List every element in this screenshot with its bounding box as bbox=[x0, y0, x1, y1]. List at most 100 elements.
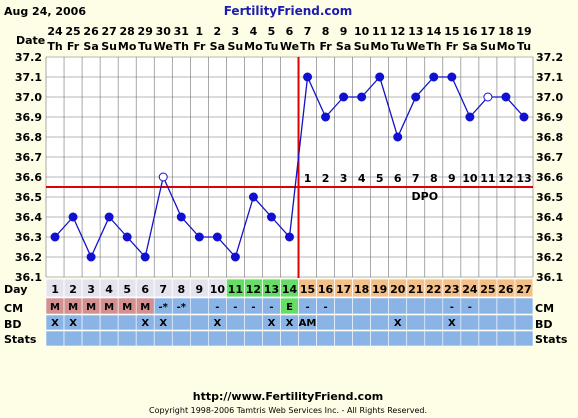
cycle-day-label: 17 bbox=[336, 283, 351, 296]
bd-cell bbox=[226, 314, 245, 331]
y-tick-label-left: 37.2 bbox=[15, 51, 42, 64]
bd-cell bbox=[81, 314, 101, 331]
cm-mark: - bbox=[450, 302, 454, 313]
stats-cell bbox=[352, 330, 371, 347]
weekday-label: We bbox=[154, 40, 173, 53]
temperature-point bbox=[104, 212, 114, 222]
bd-mark: X bbox=[286, 318, 294, 329]
weekday-label: Mo bbox=[497, 40, 516, 53]
weekday-label: We bbox=[280, 40, 299, 53]
bd-mark: X bbox=[394, 318, 402, 329]
cm-cell bbox=[406, 297, 426, 315]
bd-mark: X bbox=[141, 318, 149, 329]
cm-mark: M bbox=[140, 302, 150, 313]
weekday-label: Th bbox=[426, 40, 441, 53]
cycle-day-label: 12 bbox=[246, 283, 261, 296]
bd-cell bbox=[171, 314, 191, 331]
stats-cell bbox=[117, 330, 137, 347]
temperature-point bbox=[339, 92, 349, 102]
date-label: 31 bbox=[174, 25, 189, 38]
y-tick-label-left: 36.6 bbox=[15, 171, 42, 184]
date-label: 27 bbox=[101, 25, 116, 38]
stats-cell bbox=[406, 330, 426, 347]
y-tick-label-right: 37.2 bbox=[536, 51, 563, 64]
date-label: 4 bbox=[250, 25, 258, 38]
cycle-day-label: 24 bbox=[462, 283, 478, 296]
date-label: 19 bbox=[516, 25, 531, 38]
temperature-point bbox=[519, 112, 529, 122]
bd-mark: AM bbox=[299, 318, 317, 329]
plot-area: 36.1 36.1 36.2 36.2 36.3 36.3 36.4 36.4 36.5 36.5… bbox=[15, 25, 563, 347]
date-label: 7 bbox=[304, 25, 312, 38]
bd-row-label: BD bbox=[4, 318, 22, 331]
bd-cell bbox=[316, 314, 335, 331]
date-label: 17 bbox=[480, 25, 495, 38]
dpo-label: 1 bbox=[304, 172, 312, 185]
weekday-label: Su bbox=[354, 40, 370, 53]
stats-cell bbox=[208, 330, 227, 347]
cycle-day-label: 2 bbox=[69, 283, 77, 296]
cycle-day-label: 22 bbox=[426, 283, 441, 296]
y-tick-label-right: 36.8 bbox=[536, 131, 563, 144]
cm-mark: - bbox=[251, 302, 255, 313]
stats-cell bbox=[63, 330, 83, 347]
stats-cell bbox=[262, 330, 281, 347]
stats-cell bbox=[189, 330, 209, 347]
temperature-point bbox=[230, 252, 240, 262]
stats-cell bbox=[460, 330, 480, 347]
cycle-day-label: 15 bbox=[300, 283, 315, 296]
temperature-point bbox=[501, 92, 511, 102]
dpo-label: 13 bbox=[516, 172, 531, 185]
cycle-day-label: 10 bbox=[210, 283, 226, 296]
date-label: 10 bbox=[354, 25, 370, 38]
cycle-day-label: 23 bbox=[444, 283, 459, 296]
stats-cell bbox=[135, 330, 155, 347]
stats-row-label: Stats bbox=[4, 333, 37, 346]
bd-cell bbox=[478, 314, 498, 331]
date-label: 15 bbox=[444, 25, 459, 38]
cm-cell bbox=[388, 297, 408, 315]
date-label: 2 bbox=[214, 25, 222, 38]
stats-cell bbox=[298, 330, 317, 347]
y-tick-label-left: 36.9 bbox=[15, 111, 42, 124]
bd-cell bbox=[406, 314, 426, 331]
stats-cell bbox=[514, 330, 534, 347]
y-tick-label-left: 37.1 bbox=[15, 71, 42, 84]
temperature-point bbox=[303, 72, 313, 82]
cycle-day-label: 27 bbox=[516, 283, 531, 296]
date-label: 18 bbox=[498, 25, 513, 38]
temperature-point bbox=[194, 232, 204, 242]
date-label: 1 bbox=[195, 25, 203, 38]
chart-date: Aug 24, 2006 bbox=[4, 5, 86, 18]
stats-cell bbox=[244, 330, 263, 347]
cm-mark: - bbox=[215, 302, 219, 313]
footer-url[interactable]: http://www.FertilityFriend.com bbox=[193, 390, 383, 403]
date-label: 28 bbox=[120, 25, 135, 38]
bd-cell bbox=[460, 314, 480, 331]
dpo-label: 7 bbox=[412, 172, 420, 185]
stats-cell bbox=[442, 330, 462, 347]
bd-cell bbox=[117, 314, 137, 331]
date-label: 8 bbox=[322, 25, 330, 38]
site-title[interactable]: FertilityFriend.com bbox=[224, 4, 353, 18]
temperature-point bbox=[285, 232, 294, 242]
cm-mark: M bbox=[122, 302, 132, 313]
dpo-label: 9 bbox=[448, 172, 456, 185]
weekday-label: Fr bbox=[193, 40, 206, 53]
cycle-day-label: 4 bbox=[105, 283, 113, 296]
plot-background bbox=[46, 57, 533, 277]
y-tick-label-right: 36.1 bbox=[536, 271, 563, 284]
bd-mark: X bbox=[51, 318, 59, 329]
date-label: 26 bbox=[83, 25, 99, 38]
weekday-label: Th bbox=[300, 40, 315, 53]
cm-cell bbox=[424, 297, 444, 315]
stats-cell bbox=[226, 330, 245, 347]
date-label: 29 bbox=[138, 25, 153, 38]
weekday-label: Tu bbox=[138, 40, 152, 53]
cm-mark: - bbox=[305, 302, 309, 313]
date-label: 6 bbox=[286, 25, 294, 38]
temperature-point bbox=[122, 232, 132, 242]
cm-cell bbox=[370, 297, 390, 315]
weekday-label: Su bbox=[101, 40, 117, 53]
weekday-label: Mo bbox=[244, 40, 263, 53]
